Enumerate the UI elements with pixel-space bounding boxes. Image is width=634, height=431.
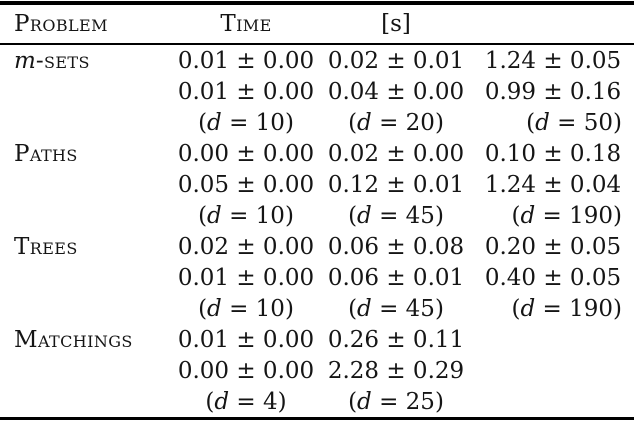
dimension-value: (d = 50) [526,109,622,136]
dimension-value: (d = 25) [348,388,444,415]
time-value: 0.99 ± 0.16 [484,78,622,105]
dimension-value: (d = 10) [198,109,294,136]
time-value: 0.12 ± 0.01 [327,171,465,198]
time-value: 0.00 ± 0.00 [177,140,315,167]
problem-label: Trees [14,233,78,260]
problem-label [0,293,172,324]
column-header-unit: [s] [320,3,472,45]
table-row: Trees 0.02 ± 0.00 0.06 ± 0.08 0.20 ± 0.05 [0,231,634,262]
dimension-value: (d = 190) [511,202,623,229]
table-row: m-sets 0.01 ± 0.00 0.02 ± 0.01 1.24 ± 0.05 [0,44,634,76]
time-value: 1.24 ± 0.05 [484,47,622,74]
problem-label-italic-prefix: m [14,47,36,74]
time-value: 0.40 ± 0.05 [484,264,622,291]
dimension-value: (d = 190) [511,295,623,322]
table-row: (d = 10) (d = 45) (d = 190) [0,200,634,231]
table-header: Problem Time [s] [0,3,634,45]
time-value: 0.01 ± 0.00 [177,326,315,353]
problem-label: m-sets [14,47,90,74]
time-value: 0.01 ± 0.00 [177,47,315,74]
table-row: Matchings 0.01 ± 0.00 0.26 ± 0.11 [0,324,634,355]
dimension-value: (d = 45) [348,202,444,229]
problem-label: Paths [14,140,78,167]
table-row: 0.01 ± 0.00 0.04 ± 0.00 0.99 ± 0.16 [0,76,634,107]
time-value: 0.01 ± 0.00 [177,78,315,105]
problem-label [0,107,172,138]
column-header-time: Time [172,3,320,45]
time-value: 0.02 ± 0.00 [177,233,315,260]
time-value: 0.06 ± 0.08 [327,233,465,260]
table-row: (d = 10) (d = 45) (d = 190) [0,293,634,324]
time-value: 0.02 ± 0.01 [327,47,465,74]
problem-label [0,76,172,107]
dimension-value: (d = 10) [198,202,294,229]
dimension-value: (d = 45) [348,295,444,322]
problem-label [0,200,172,231]
header-row: Problem Time [s] [0,3,634,45]
time-value [472,324,634,355]
problem-label [0,169,172,200]
problem-label: Matchings [14,326,133,353]
table-row: 0.01 ± 0.00 0.06 ± 0.01 0.40 ± 0.05 [0,262,634,293]
table-row: (d = 10) (d = 20) (d = 50) [0,107,634,138]
column-header-spare [472,3,634,45]
table-row: 0.00 ± 0.00 2.28 ± 0.29 [0,355,634,386]
table-row: (d = 4) (d = 25) [0,386,634,419]
time-value: 0.00 ± 0.00 [177,357,315,384]
time-value: 1.24 ± 0.04 [484,171,622,198]
table-row: 0.05 ± 0.00 0.12 ± 0.01 1.24 ± 0.04 [0,169,634,200]
time-value: 0.06 ± 0.01 [327,264,465,291]
time-value: 2.28 ± 0.29 [327,357,465,384]
table-body: m-sets 0.01 ± 0.00 0.02 ± 0.01 1.24 ± 0.05 0… [0,44,634,419]
dimension-value: (d = 10) [198,295,294,322]
problem-label [0,355,172,386]
results-table: Problem Time [s] m-sets 0.01 ± 0.00 0.02 ±… [0,1,634,420]
dimension-value: (d = 4) [205,388,287,415]
time-value: 0.01 ± 0.00 [177,264,315,291]
time-value: 0.05 ± 0.00 [177,171,315,198]
problem-label [0,262,172,293]
time-value: 0.26 ± 0.11 [327,326,465,353]
time-value: 0.02 ± 0.00 [327,140,465,167]
time-value: 0.20 ± 0.05 [484,233,622,260]
dimension-value: (d = 20) [348,109,444,136]
time-value: 0.10 ± 0.18 [484,140,622,167]
time-value: 0.04 ± 0.00 [327,78,465,105]
problem-label [0,386,172,419]
time-value [472,355,634,386]
table-row: Paths 0.00 ± 0.00 0.02 ± 0.00 0.10 ± 0.18 [0,138,634,169]
column-header-problem: Problem [0,3,172,45]
time-value [472,386,634,419]
